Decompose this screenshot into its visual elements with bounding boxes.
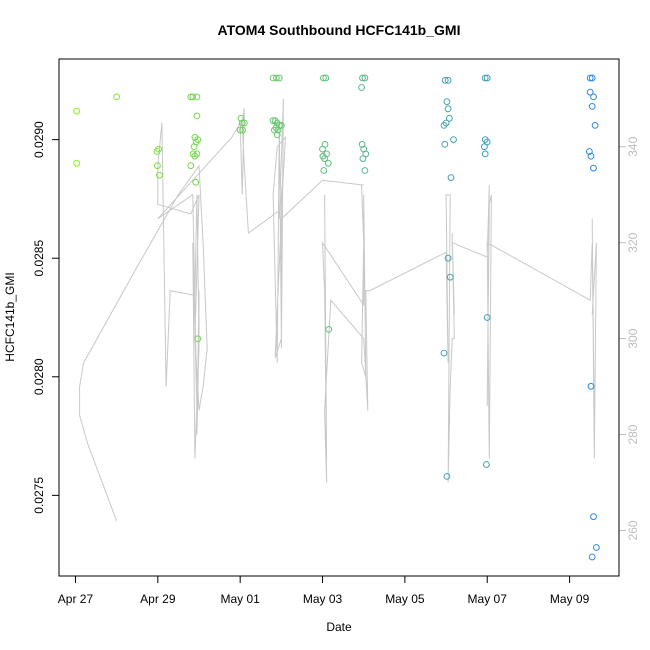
data-point: [194, 335, 202, 343]
data-point: [444, 76, 452, 84]
data-point: [442, 119, 450, 127]
data-point: [361, 74, 369, 82]
y2-tick-label: 300: [626, 328, 640, 348]
data-point: [444, 105, 452, 113]
data-point: [193, 93, 201, 101]
data-point: [591, 122, 599, 129]
data-point: [240, 119, 248, 127]
data-point: [361, 167, 369, 174]
data-point: [273, 74, 280, 82]
data-point: [440, 349, 448, 357]
data-point: [189, 93, 197, 101]
data-point: [483, 314, 491, 321]
data-point: [320, 167, 328, 174]
data-point: [359, 155, 367, 163]
x-tick-label: May 01: [220, 592, 260, 606]
data-point: [320, 74, 327, 82]
y2-tick-label: 340: [626, 136, 640, 156]
data-point: [587, 152, 595, 160]
data-point: [325, 326, 333, 333]
plot-frame: [58, 58, 620, 577]
data-point: [590, 513, 597, 521]
data-point: [239, 126, 247, 134]
data-point: [73, 159, 81, 167]
data-point: [322, 74, 330, 82]
data-point: [446, 273, 454, 281]
data-point: [324, 159, 332, 167]
data-point: [444, 254, 452, 262]
data-point: [358, 84, 366, 91]
data-point: [586, 148, 593, 155]
data-point: [236, 126, 244, 134]
data-point: [450, 136, 457, 144]
data-point: [237, 114, 245, 122]
data-point: [588, 103, 596, 110]
data-point: [593, 544, 600, 551]
data-point: [359, 74, 366, 82]
data-point: [238, 119, 246, 127]
data-point: [358, 141, 366, 148]
data-point: [73, 107, 81, 115]
y2-tick-label: 320: [626, 232, 640, 252]
data-point: [588, 553, 596, 561]
data-point: [483, 74, 491, 82]
data-point: [191, 133, 199, 141]
y2-tick-label: 280: [626, 424, 640, 444]
data-point: [275, 74, 283, 82]
y-tick-label: 0.0285: [32, 240, 46, 277]
data-point: [273, 131, 281, 139]
altitude-trace-line: [79, 98, 597, 521]
data-point: [362, 150, 370, 158]
data-point: [483, 461, 490, 468]
data-point: [323, 150, 331, 158]
data-point: [586, 88, 594, 96]
data-point: [443, 98, 451, 106]
data-point: [446, 114, 453, 122]
y2-axis: 260 280 300 320 340: [619, 136, 640, 540]
data-point: [278, 122, 285, 129]
data-point: [481, 150, 489, 158]
data-point: [193, 112, 201, 120]
data-point: [154, 162, 161, 170]
x-tick-label: Apr 27: [58, 592, 94, 606]
data-point: [586, 74, 594, 82]
y-tick-label: 0.0275: [32, 477, 46, 514]
data-point: [481, 74, 489, 82]
x-tick-label: May 07: [468, 592, 508, 606]
x-tick-label: May 03: [303, 592, 343, 606]
data-point: [155, 145, 163, 153]
data-point: [113, 93, 120, 101]
trace-layer: [79, 98, 597, 521]
y-axis-label: HCFC141b_GMI: [3, 272, 17, 361]
data-point: [321, 141, 329, 148]
x-axis-label: Date: [326, 620, 352, 634]
y2-tick-label: 260: [626, 520, 640, 540]
data-point: [587, 382, 595, 390]
data-point: [447, 174, 455, 182]
data-point: [274, 126, 282, 134]
data-point: [481, 143, 488, 151]
y-tick-label: 0.0280: [32, 358, 46, 395]
chart-title: ATOM4 Southbound HCFC141b_GMI: [218, 22, 461, 38]
y-axis: 0.0275 0.0280 0.0285 0.0290: [32, 121, 59, 514]
data-point: [590, 164, 597, 172]
y-tick-label: 0.0290: [32, 121, 46, 158]
data-point: [590, 93, 597, 101]
data-point: [588, 74, 596, 82]
data-point: [441, 141, 449, 148]
x-tick-label: May 09: [550, 592, 590, 606]
data-point: [156, 171, 163, 179]
x-tick-label: May 05: [385, 592, 425, 606]
x-tick-label: Apr 29: [140, 592, 176, 606]
data-point: [193, 150, 201, 158]
x-axis: Apr 27 Apr 29 May 01 May 03 May 05 May 07 May …: [58, 576, 590, 606]
data-point: [443, 473, 451, 480]
data-point: [441, 76, 449, 84]
data-point: [187, 162, 195, 170]
data-point: [192, 178, 200, 186]
points-layer: [73, 74, 600, 561]
